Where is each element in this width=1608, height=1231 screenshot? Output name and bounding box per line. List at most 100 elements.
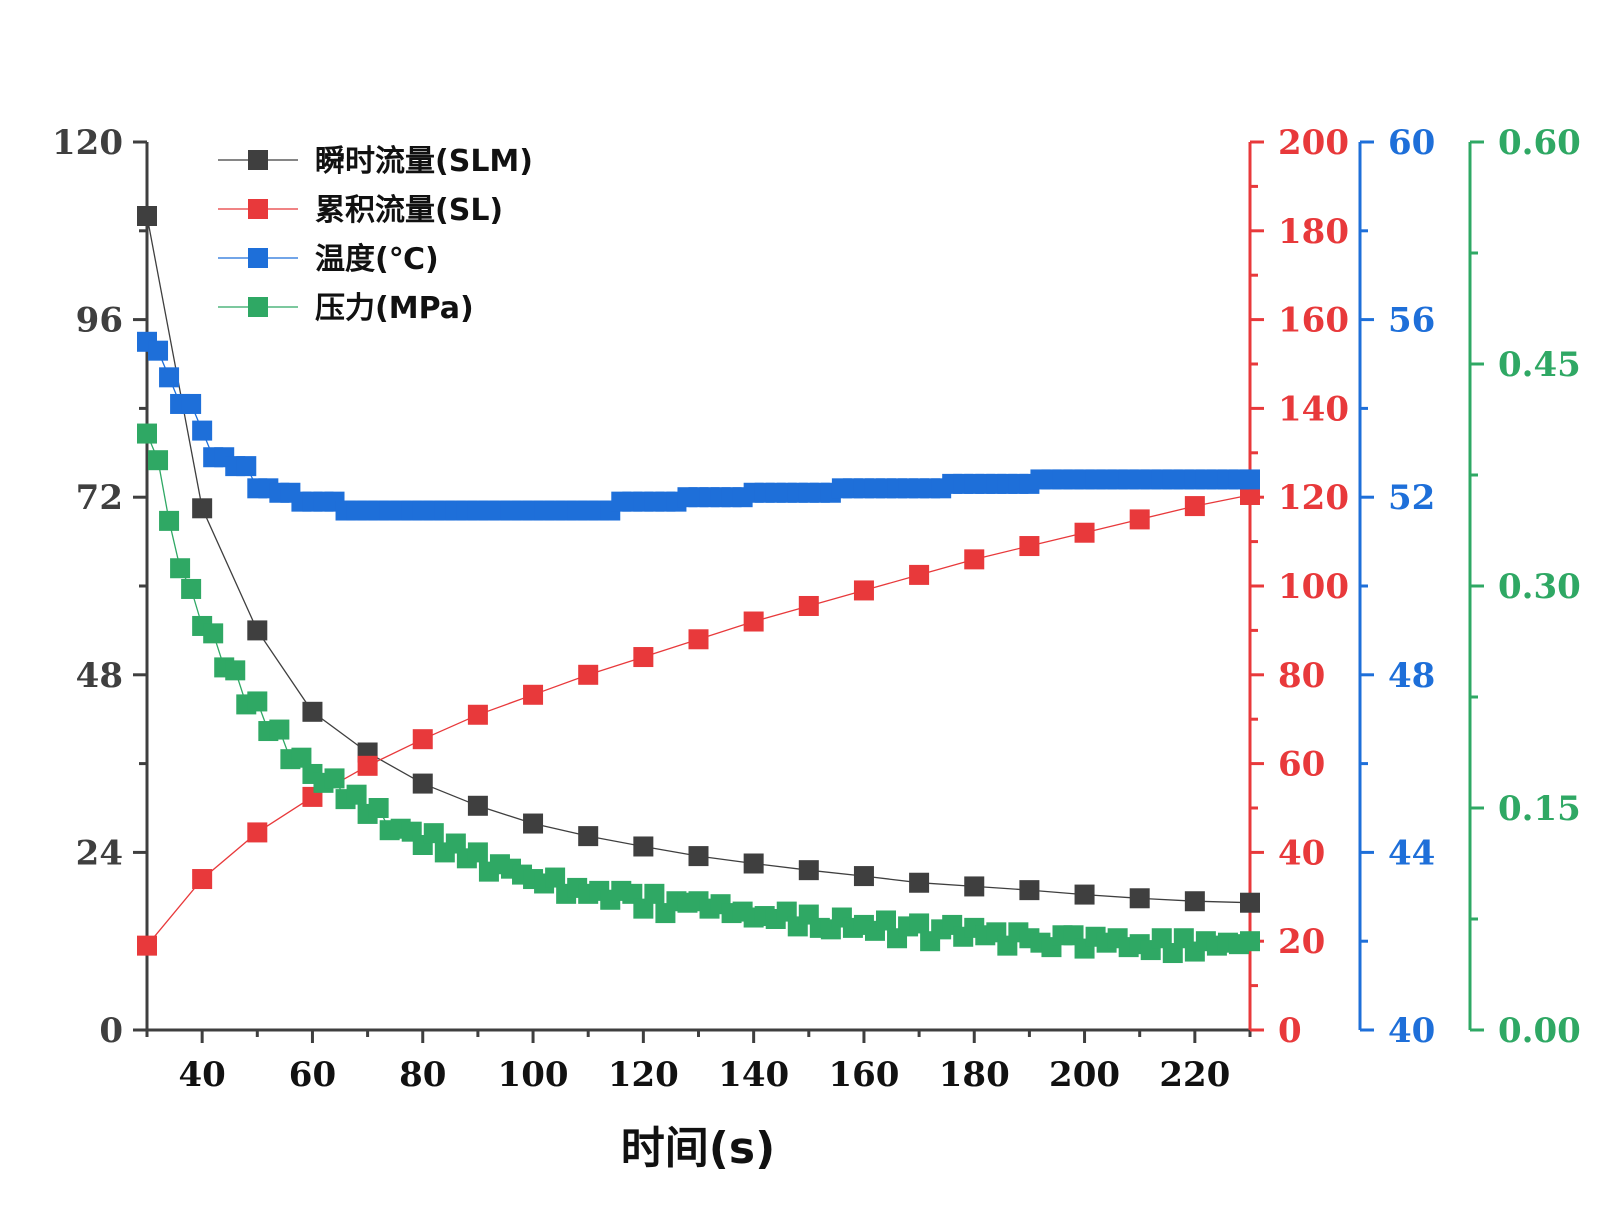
data-point-cum [1184,496,1205,517]
y-tick-label-temp: 60 [1388,123,1435,163]
x-tick-label: 160 [828,1055,899,1095]
data-point-press [1240,931,1260,952]
data-point-press [225,660,246,681]
data-point-cum [467,704,488,725]
data-point-press [269,719,290,740]
y-tick-label-press: 0.60 [1498,123,1581,163]
axes-layer: 40 60 80 100 120 140 160 180 200 220 0 24 48 72 96 120 0… [52,123,1581,1095]
x-tick-label: 140 [718,1055,789,1095]
data-point-temp [236,456,257,477]
data-point-press [423,823,444,844]
data-point-flow [853,866,874,887]
data-point-flow [798,860,819,881]
data-point-press [346,784,367,805]
series-press [137,423,1260,964]
data-point-press [368,798,389,818]
data-point-press [324,768,345,789]
y-tick-label-press: 0.00 [1498,1011,1581,1051]
x-tick-label: 220 [1159,1055,1230,1095]
data-point-cum [798,595,819,616]
data-point-press [247,691,268,712]
data-point-cum [357,755,378,776]
data-point-press [203,623,224,644]
data-point-flow [302,701,323,722]
y-tick-label-flow: 48 [76,656,123,696]
y-tick-label-cum: 0 [1278,1011,1302,1051]
legend-marker [248,297,268,317]
legend: 瞬时流量(SLM) 累积流量(SL) 温度(℃) 压力(MPa) [218,144,533,326]
data-point-flow [1019,880,1040,901]
data-point-press [467,842,488,863]
y-tick-label-temp: 40 [1388,1011,1435,1051]
legend-label: 压力(MPa) [315,291,474,326]
data-point-flow [137,206,157,226]
x-tick-label: 80 [399,1055,446,1095]
series-flow [137,206,1260,913]
y-tick-label-press: 0.15 [1498,789,1581,829]
data-point-cum [964,549,985,570]
y-tick-label-cum: 80 [1278,656,1325,696]
data-point-flow [964,876,985,897]
y-tick-label-cum: 100 [1278,567,1349,607]
data-point-flow [1129,888,1150,909]
x-tick-label: 180 [939,1055,1010,1095]
data-point-flow [688,846,709,867]
legend-item-cum: 累积流量(SL) [218,193,503,228]
y-tick-label-temp: 48 [1388,656,1435,696]
legend-marker [248,248,268,268]
data-point-cum [1019,536,1040,557]
legend-item-temp: 温度(℃) [218,242,439,277]
data-point-press [909,913,930,934]
y-tick-label-press: 0.30 [1498,567,1581,607]
data-point-cum [412,729,433,750]
x-tick-label: 120 [608,1055,679,1095]
data-point-temp [1240,469,1260,490]
data-point-flow [247,620,268,641]
y-tick-label-temp: 44 [1388,833,1435,873]
legend-item-flow: 瞬时流量(SLM) [218,144,533,179]
legend-label: 温度(℃) [315,242,439,277]
y-tick-label-press: 0.45 [1498,345,1581,385]
x-tick-label: 100 [498,1055,569,1095]
data-point-flow [1184,891,1205,912]
data-point-cum [137,935,157,956]
y-tick-label-flow: 72 [76,478,123,518]
data-point-cum [853,580,874,601]
legend-label: 瞬时流量(SLM) [315,144,533,179]
data-point-flow [743,853,764,874]
y-tick-label-temp: 52 [1388,478,1435,518]
data-point-press [148,450,169,471]
data-point-temp [181,393,202,414]
data-point-press [291,747,312,768]
y-tick-label-flow: 120 [52,123,123,163]
data-point-cum [578,664,599,685]
data-point-cum [633,647,654,668]
series-cum [137,484,1260,956]
y-tick-label-flow: 96 [76,301,123,341]
data-point-cum [743,611,764,632]
data-point-flow [412,773,433,794]
x-tick-label: 40 [178,1055,225,1095]
y-tick-label-temp: 56 [1388,301,1435,341]
y-tick-label-cum: 160 [1278,301,1349,341]
y-tick-label-cum: 40 [1278,833,1325,873]
data-point-flow [578,826,599,847]
data-point-cum [1240,484,1260,505]
y-tick-label-flow: 24 [76,833,123,873]
data-point-cum [247,822,268,843]
data-point-temp [159,367,180,388]
y-tick-label-cum: 200 [1278,123,1349,163]
data-point-temp [192,420,213,441]
data-point-cum [1129,509,1150,530]
y-tick-label-cum: 120 [1278,478,1349,518]
data-point-press [159,510,180,531]
data-point-press [181,578,202,599]
x-tick-label: 200 [1049,1055,1120,1095]
data-point-cum [688,629,709,650]
data-point-flow [1074,884,1095,905]
legend-marker [248,150,268,170]
data-point-cum [1074,522,1095,543]
data-point-flow [633,836,654,857]
data-point-press [170,558,191,579]
data-point-press [644,883,665,904]
